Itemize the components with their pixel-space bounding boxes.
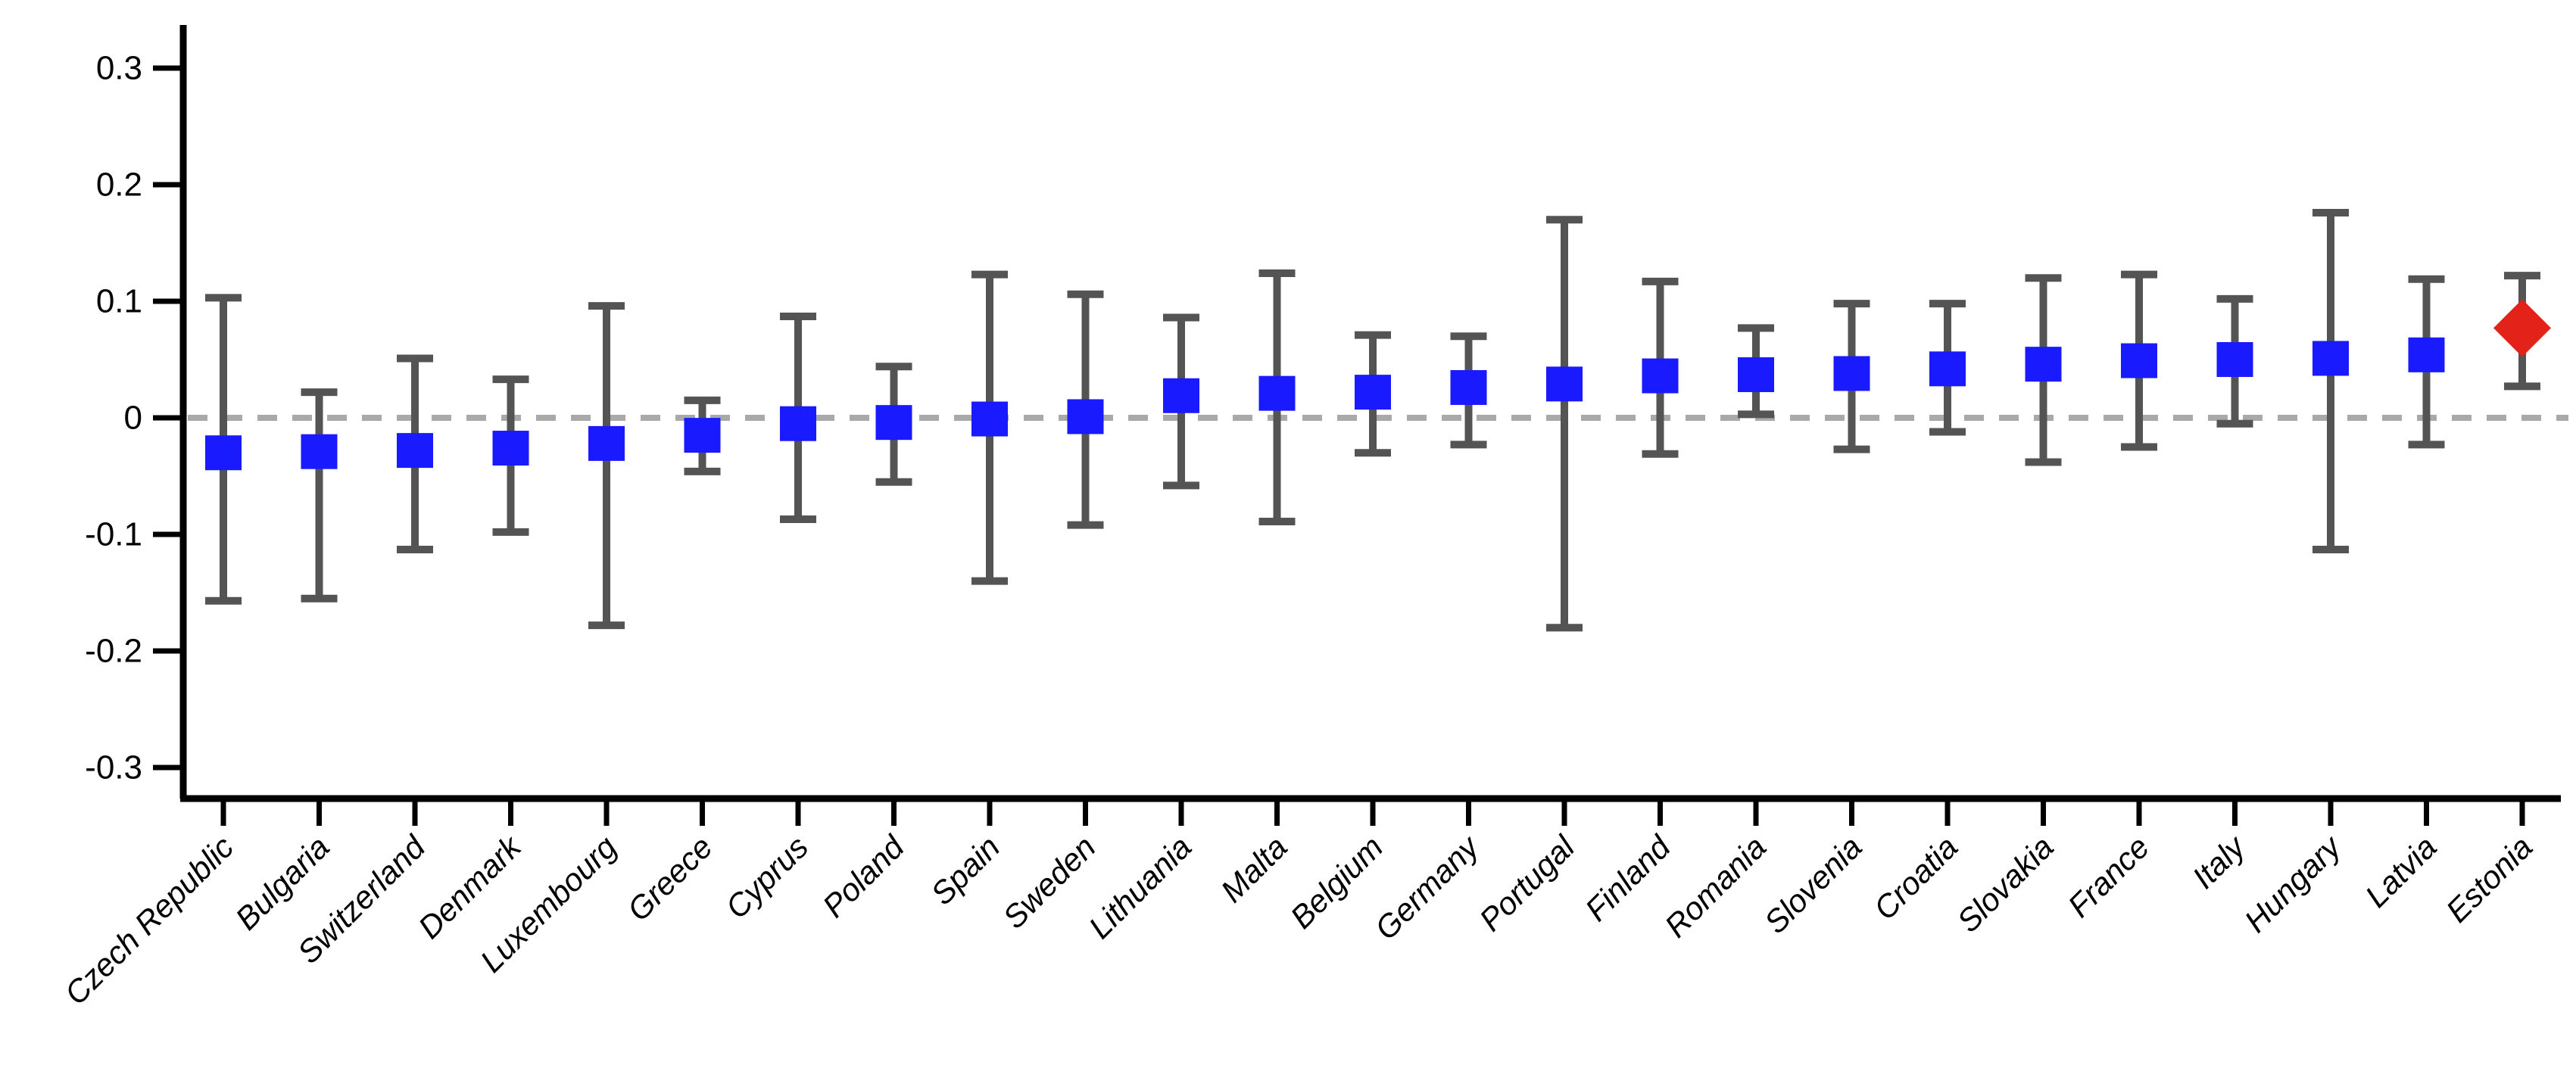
x-category-label: Spain — [924, 829, 1006, 911]
estimate-marker-square — [2408, 337, 2445, 372]
estimate-marker-square — [1929, 351, 1966, 387]
estimate-marker-square — [2216, 342, 2253, 377]
estimate-marker-square — [1642, 358, 1679, 394]
estimate-marker-square — [1258, 375, 1296, 411]
estimate-marker-square — [875, 405, 912, 441]
x-category-label: Latvia — [2358, 829, 2443, 914]
estimate-marker-diamond — [2493, 299, 2551, 357]
x-category-label: Slovakia — [1950, 829, 2060, 939]
estimate-marker-square — [588, 425, 625, 461]
estimate-marker-square — [2025, 347, 2062, 382]
estimate-marker-square — [1833, 356, 1870, 391]
estimate-marker-square — [2121, 343, 2157, 378]
estimate-marker-square — [1163, 378, 1199, 413]
estimate-marker-square — [1546, 366, 1583, 402]
y-tick-label: 0.3 — [96, 50, 142, 87]
x-category-label: Estonia — [2439, 829, 2539, 929]
estimate-marker-square — [492, 431, 529, 466]
x-category-label: Malta — [1214, 829, 1294, 909]
estimate-marker-square — [1450, 369, 1487, 405]
y-tick-label: -0.2 — [85, 633, 142, 670]
x-category-label: Czech Republic — [58, 829, 240, 1011]
x-category-label: Poland — [816, 828, 912, 924]
x-category-label: Romania — [1658, 829, 1773, 944]
y-tick-label: 0 — [124, 400, 142, 437]
estimate-marker-square — [1067, 399, 1104, 434]
x-category-label: France — [2061, 829, 2157, 924]
x-category-label: Hungary — [2238, 827, 2350, 939]
estimate-marker-square — [2312, 341, 2349, 376]
x-category-label: Lithuania — [1082, 829, 1199, 945]
x-category-label: Slovenia — [1757, 829, 1869, 940]
x-category-label: Portugal — [1473, 828, 1583, 938]
x-category-label: Italy — [2185, 827, 2253, 895]
estimate-marker-square — [301, 434, 338, 469]
x-category-label: Germany — [1368, 827, 1486, 946]
y-tick-label: -0.1 — [85, 516, 142, 553]
x-category-label: Cyprus — [719, 829, 815, 925]
estimate-marker-square — [205, 435, 242, 471]
estimate-marker-square — [684, 418, 721, 453]
y-tick-label: -0.3 — [85, 749, 142, 786]
estimate-marker-square — [780, 406, 816, 441]
estimate-marker-square — [1355, 375, 1391, 410]
y-tick-label: 0.1 — [96, 283, 142, 320]
estimate-marker-square — [971, 401, 1008, 437]
estimate-marker-square — [1738, 357, 1774, 393]
x-category-label: Croatia — [1867, 829, 1964, 926]
estimate-marker-square — [397, 433, 433, 469]
x-category-label: Greece — [620, 829, 719, 928]
y-tick-label: 0.2 — [96, 167, 142, 204]
